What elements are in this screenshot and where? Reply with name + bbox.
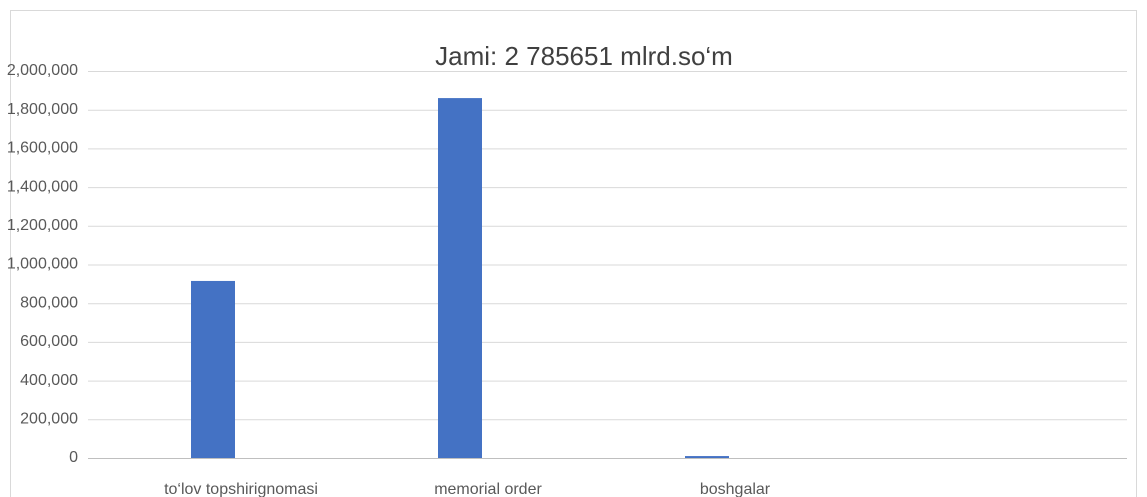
y-tick-label: 1,000,000	[7, 256, 78, 273]
y-tick-label: 1,600,000	[7, 140, 78, 157]
x-tick-label: memorial order	[434, 481, 542, 497]
y-tick-label: 400,000	[20, 372, 78, 389]
y-tick-label: 1,200,000	[7, 217, 78, 234]
chart-title: Jami: 2 785651 mlrd.so‘m	[435, 41, 733, 71]
bar	[685, 456, 729, 458]
y-tick-label: 800,000	[20, 294, 78, 311]
y-tick-label: 1,400,000	[7, 178, 78, 195]
y-tick-label: 200,000	[20, 411, 78, 428]
y-tick-label: 600,000	[20, 333, 78, 350]
y-tick-label: 1,800,000	[7, 101, 78, 118]
bar	[191, 280, 235, 458]
bar	[438, 98, 482, 458]
chart-frame	[10, 10, 1137, 497]
x-tick-label: to‘lov topshirignomasi	[164, 481, 318, 497]
x-tick-label: boshgalar	[700, 481, 771, 497]
y-tick-label: 2,000,000	[7, 62, 78, 79]
y-tick-label: 0	[69, 449, 78, 466]
